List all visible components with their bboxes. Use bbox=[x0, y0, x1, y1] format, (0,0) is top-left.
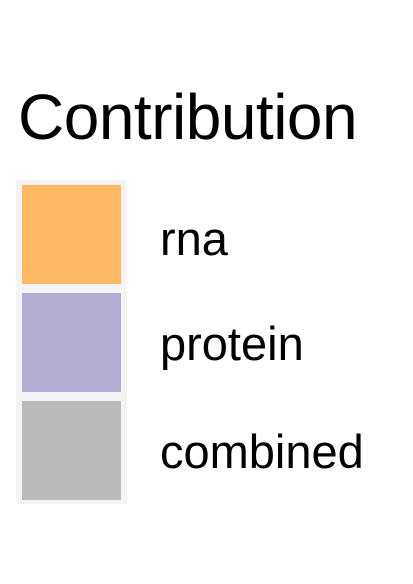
legend-key-protein bbox=[22, 293, 121, 392]
legend-key-combined bbox=[22, 401, 121, 500]
legend-title: Contribution bbox=[18, 81, 358, 153]
legend-key-rna bbox=[22, 185, 121, 284]
legend-label-rna: rna bbox=[160, 212, 228, 265]
legend-label-protein: protein bbox=[160, 317, 304, 370]
legend-label-combined: combined bbox=[160, 425, 364, 478]
